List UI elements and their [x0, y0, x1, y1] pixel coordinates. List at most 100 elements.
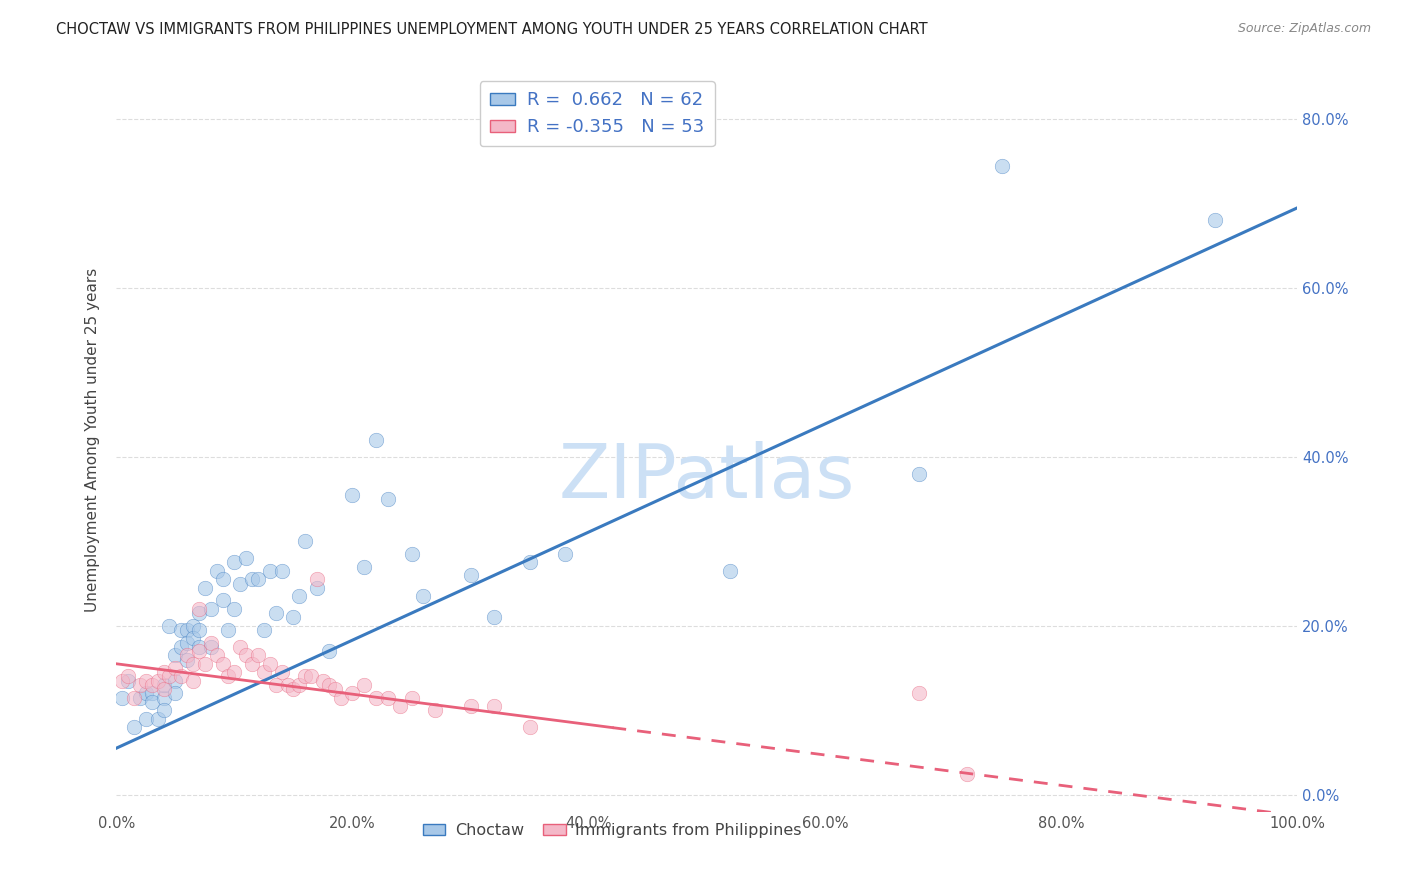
Point — [388, 698, 411, 713]
Point — [194, 581, 217, 595]
Point — [181, 619, 204, 633]
Point — [253, 665, 276, 680]
Y-axis label: Unemployment Among Youth under 25 years: Unemployment Among Youth under 25 years — [86, 268, 100, 612]
Point — [401, 690, 423, 705]
Point — [519, 556, 541, 570]
Point — [224, 556, 246, 570]
Legend: Choctaw, Immigrants from Philippines: Choctaw, Immigrants from Philippines — [416, 817, 808, 845]
Point — [187, 602, 209, 616]
Point — [200, 602, 222, 616]
Point — [217, 623, 239, 637]
Point — [246, 648, 269, 663]
Point — [211, 657, 233, 671]
Point — [240, 572, 263, 586]
Point — [152, 690, 174, 705]
Point — [111, 673, 134, 688]
Point — [991, 159, 1014, 173]
Point — [152, 703, 174, 717]
Point — [288, 678, 311, 692]
Point — [305, 572, 328, 586]
Point — [299, 669, 322, 683]
Point — [1204, 213, 1226, 227]
Point — [194, 657, 217, 671]
Point — [366, 433, 388, 447]
Point — [176, 623, 198, 637]
Point — [323, 682, 346, 697]
Point — [484, 610, 506, 624]
Point — [288, 589, 311, 603]
Point — [276, 678, 298, 692]
Point — [165, 673, 187, 688]
Point — [205, 648, 228, 663]
Point — [157, 619, 180, 633]
Point — [353, 678, 375, 692]
Point — [152, 682, 174, 697]
Point — [187, 640, 209, 654]
Point — [217, 669, 239, 683]
Point — [128, 690, 150, 705]
Point — [165, 648, 187, 663]
Point — [342, 488, 364, 502]
Point — [294, 669, 316, 683]
Point — [264, 606, 287, 620]
Point — [240, 657, 263, 671]
Point — [176, 648, 198, 663]
Point — [425, 703, 447, 717]
Point — [283, 682, 305, 697]
Point — [152, 665, 174, 680]
Point — [270, 665, 292, 680]
Point — [187, 623, 209, 637]
Point — [128, 678, 150, 692]
Point — [211, 572, 233, 586]
Text: Source: ZipAtlas.com: Source: ZipAtlas.com — [1237, 22, 1371, 36]
Point — [342, 686, 364, 700]
Point — [246, 572, 269, 586]
Point — [412, 589, 434, 603]
Point — [211, 593, 233, 607]
Point — [329, 690, 352, 705]
Text: CHOCTAW VS IMMIGRANTS FROM PHILIPPINES UNEMPLOYMENT AMONG YOUTH UNDER 25 YEARS C: CHOCTAW VS IMMIGRANTS FROM PHILIPPINES U… — [56, 22, 928, 37]
Point — [187, 606, 209, 620]
Point — [152, 678, 174, 692]
Point — [117, 669, 139, 683]
Point — [460, 698, 482, 713]
Point — [259, 564, 281, 578]
Point — [264, 678, 287, 692]
Point — [377, 492, 399, 507]
Point — [229, 640, 252, 654]
Point — [146, 712, 169, 726]
Point — [519, 720, 541, 734]
Point — [181, 657, 204, 671]
Point — [117, 673, 139, 688]
Point — [224, 665, 246, 680]
Point — [176, 652, 198, 666]
Point — [146, 673, 169, 688]
Point — [200, 640, 222, 654]
Point — [318, 644, 340, 658]
Point — [205, 564, 228, 578]
Point — [554, 547, 576, 561]
Point — [170, 640, 193, 654]
Point — [187, 644, 209, 658]
Point — [229, 576, 252, 591]
Point — [170, 669, 193, 683]
Point — [141, 686, 163, 700]
Point — [294, 534, 316, 549]
Point — [141, 678, 163, 692]
Point — [366, 690, 388, 705]
Point — [235, 648, 257, 663]
Point — [283, 610, 305, 624]
Point — [122, 720, 145, 734]
Point — [956, 766, 979, 780]
Point — [224, 602, 246, 616]
Point — [312, 673, 335, 688]
Point — [135, 673, 157, 688]
Point — [353, 559, 375, 574]
Point — [135, 712, 157, 726]
Point — [235, 551, 257, 566]
Point — [253, 623, 276, 637]
Point — [141, 695, 163, 709]
Point — [165, 661, 187, 675]
Point — [401, 547, 423, 561]
Point — [270, 564, 292, 578]
